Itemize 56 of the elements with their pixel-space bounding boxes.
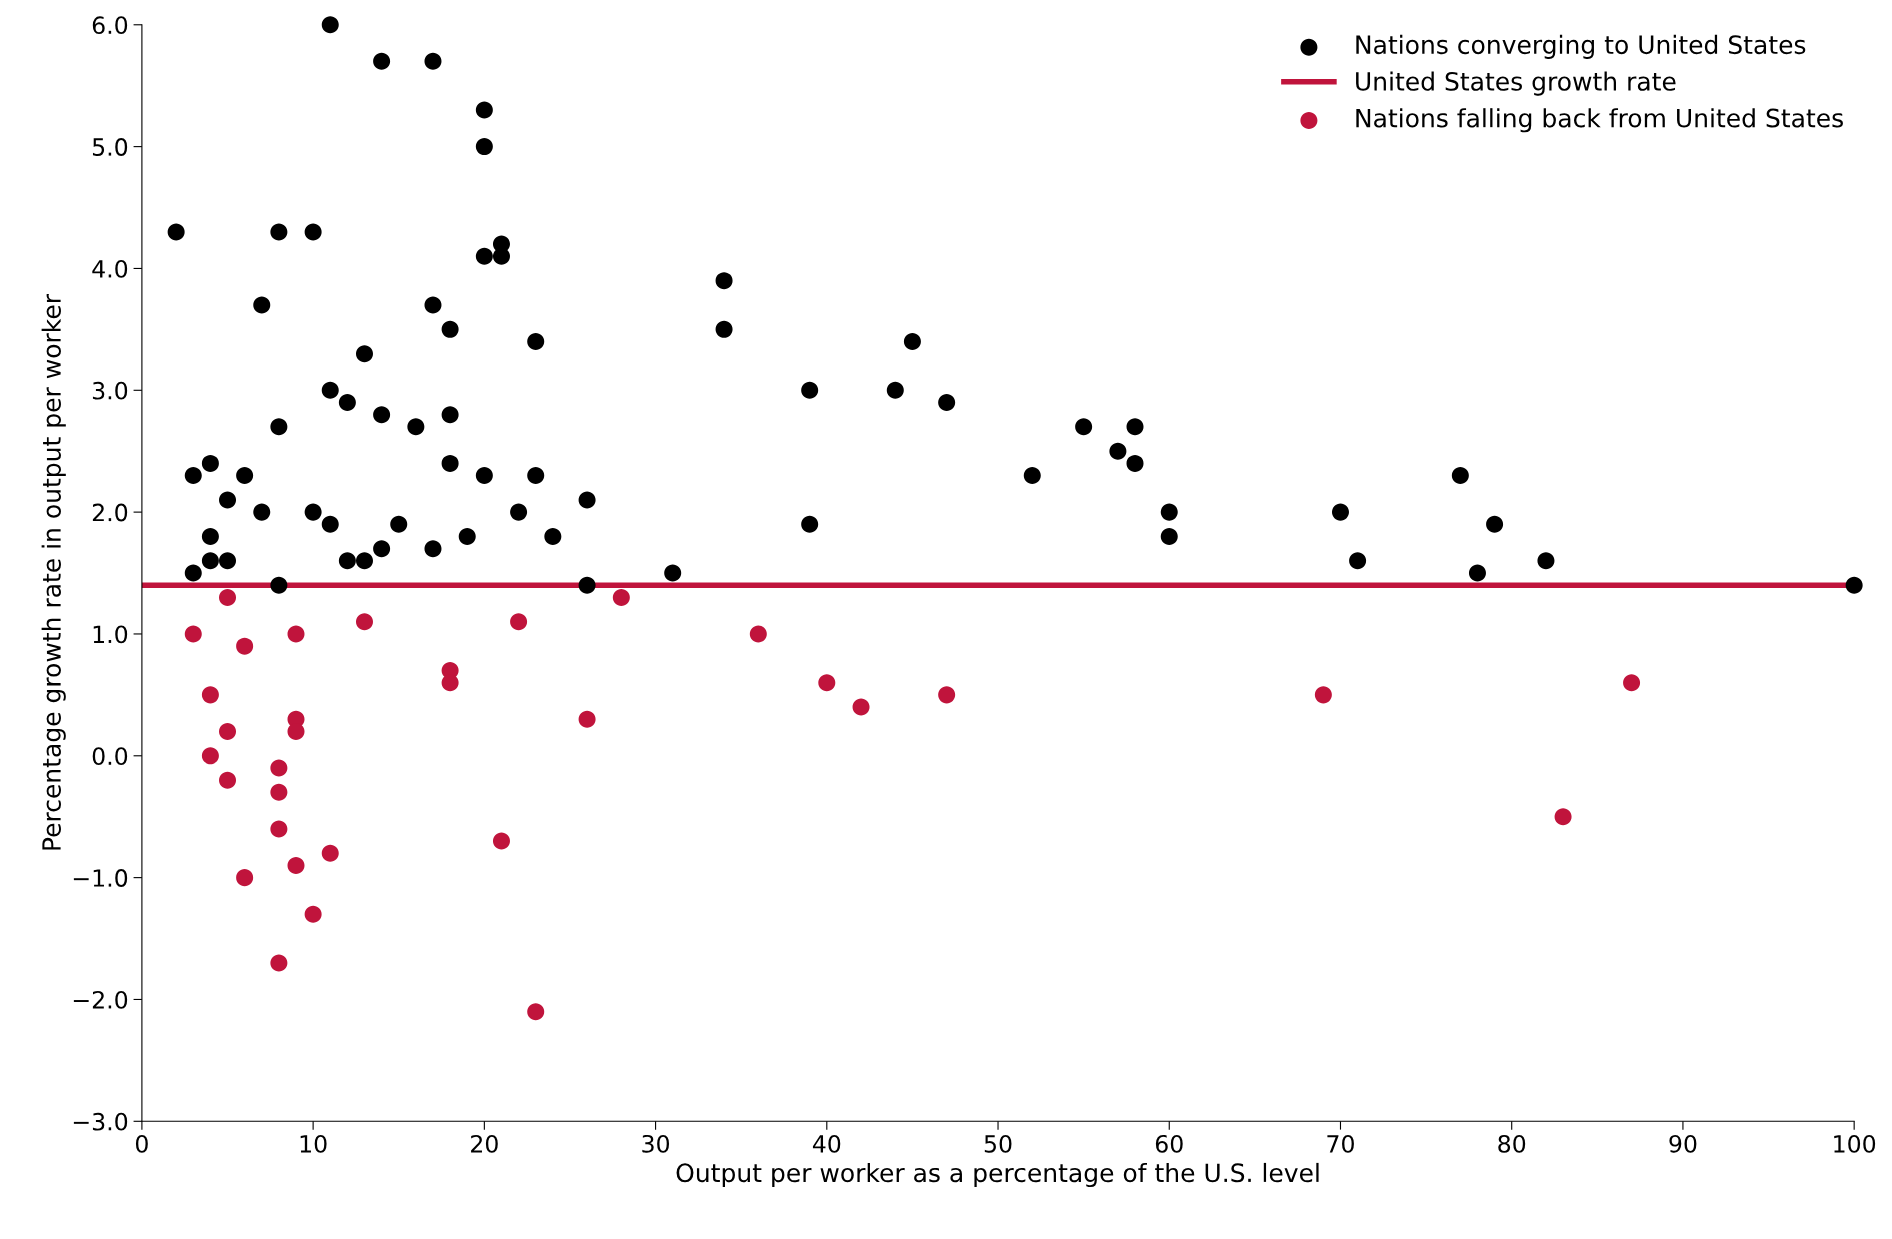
legend-label: Nations falling back from United States xyxy=(1356,108,1843,133)
point xyxy=(304,905,322,923)
x-tick-label: 50 xyxy=(984,1134,1012,1153)
y-tick-label: 5.0 xyxy=(92,138,128,156)
point xyxy=(219,771,237,789)
point xyxy=(527,1003,545,1021)
x-tick-label: 40 xyxy=(812,1134,841,1153)
y-axis-title: Percentage growth rate in output per worker xyxy=(41,294,66,850)
point xyxy=(1554,808,1572,826)
y-tick-label: 4.0 xyxy=(92,259,128,278)
point xyxy=(355,613,373,631)
x-axis-title: Output per worker as a percentage of the U.S. level xyxy=(676,1162,1319,1188)
point xyxy=(938,686,956,704)
point xyxy=(184,625,202,643)
point xyxy=(270,820,288,838)
x-tick-label: 10 xyxy=(300,1134,327,1153)
point xyxy=(270,759,288,777)
y-tick-label: 1.0 xyxy=(93,625,128,644)
point xyxy=(441,674,459,692)
point xyxy=(852,698,870,716)
point xyxy=(270,783,288,801)
point xyxy=(287,625,305,643)
point xyxy=(510,613,528,631)
y-tick-label: −1.0 xyxy=(73,869,128,887)
x-tick-label: 90 xyxy=(1669,1134,1697,1153)
y-tick-label: 3.0 xyxy=(92,381,128,400)
point xyxy=(578,710,596,728)
point xyxy=(749,625,767,643)
point xyxy=(1623,674,1641,692)
point xyxy=(201,686,219,704)
point xyxy=(1314,686,1332,704)
legend-label: United States growth rate xyxy=(1356,71,1676,96)
x-tick-label: 30 xyxy=(642,1134,670,1153)
point xyxy=(236,637,254,655)
point xyxy=(492,832,510,850)
legend-label: Nations converging to United States xyxy=(1356,34,1806,59)
x-tick-label: 80 xyxy=(1498,1134,1526,1153)
point xyxy=(219,588,237,606)
point xyxy=(818,674,836,692)
x-tick-label: 0 xyxy=(135,1134,148,1153)
x-tick-label: 20 xyxy=(471,1134,498,1153)
point xyxy=(612,588,630,606)
y-tick-label: 6.0 xyxy=(92,16,128,35)
y-tick-label: −3.0 xyxy=(73,1112,128,1131)
point xyxy=(236,869,254,887)
y-tick-label: −2.0 xyxy=(73,990,128,1009)
point xyxy=(287,856,305,874)
x-tick-label: 70 xyxy=(1327,1134,1354,1153)
point xyxy=(321,844,339,862)
y-tick-label: 0.0 xyxy=(92,747,128,766)
x-tick-label: 100 xyxy=(1834,1134,1876,1153)
x-tick-label: 60 xyxy=(1155,1134,1183,1153)
y-tick-label: 2.0 xyxy=(92,503,128,522)
point xyxy=(219,722,237,740)
point xyxy=(201,747,219,765)
point xyxy=(270,954,288,972)
